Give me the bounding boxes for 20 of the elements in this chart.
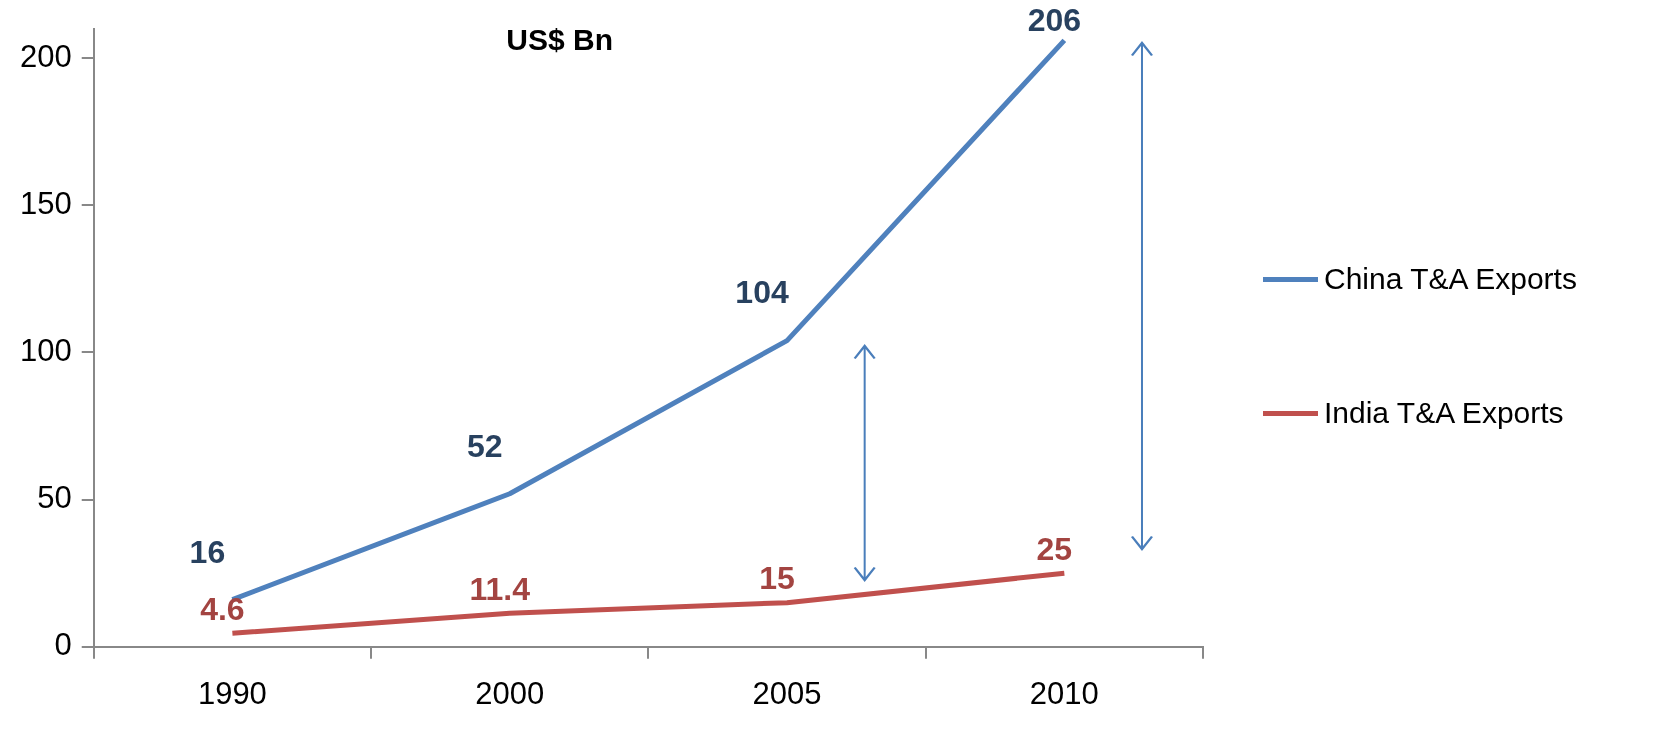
data-label: 52	[466, 427, 503, 464]
data-label: 4.6	[200, 591, 245, 628]
y-tick-label: 0	[54, 627, 72, 663]
y-tick-label: 200	[19, 38, 72, 74]
data-label: 25	[1036, 531, 1073, 568]
data-label: 11.4	[469, 571, 531, 608]
data-label: 206	[1027, 2, 1082, 39]
data-label: 104	[735, 274, 789, 311]
legend-label: India T&A Exports	[1324, 396, 1564, 430]
x-tick-label: 2000	[475, 675, 545, 711]
y-tick-label: 100	[19, 332, 72, 368]
chart-title: US$ Bn	[506, 22, 613, 56]
y-tick-label: 150	[19, 185, 72, 221]
data-label: 15	[759, 560, 795, 597]
legend-label: China T&A Exports	[1324, 262, 1577, 296]
x-tick-label: 2005	[752, 675, 822, 711]
y-tick-label: 50	[37, 480, 72, 516]
x-tick-label: 1990	[197, 675, 267, 711]
data-label: 16	[189, 533, 226, 570]
x-tick-label: 2010	[1029, 675, 1099, 711]
